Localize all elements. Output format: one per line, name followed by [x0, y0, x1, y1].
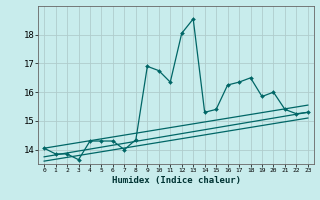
X-axis label: Humidex (Indice chaleur): Humidex (Indice chaleur) — [111, 176, 241, 185]
